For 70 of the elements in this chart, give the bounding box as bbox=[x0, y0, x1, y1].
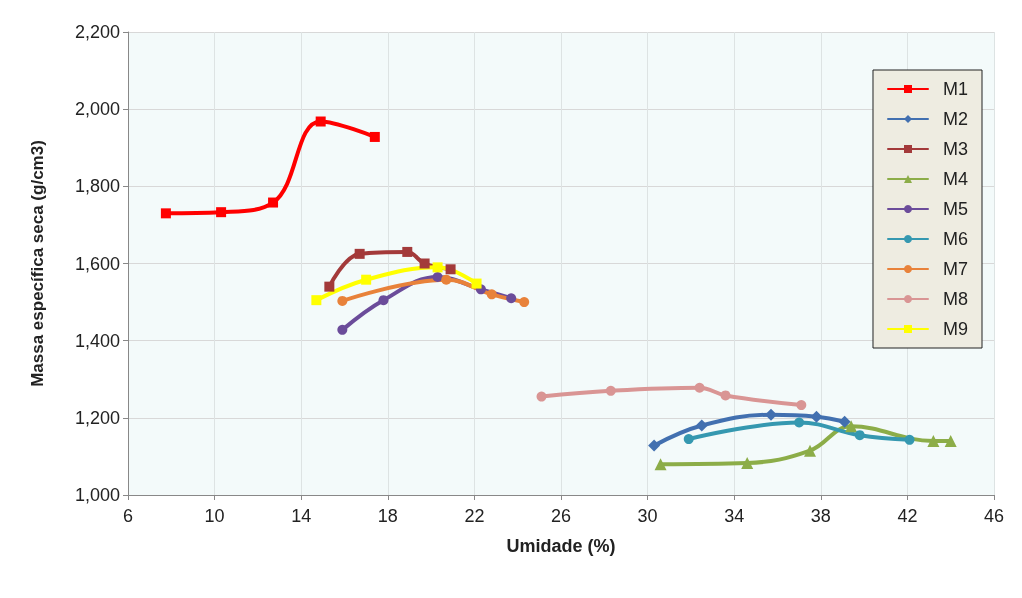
legend-label: M2 bbox=[943, 109, 969, 129]
legend-label: M6 bbox=[943, 229, 969, 249]
point bbox=[402, 246, 413, 257]
point bbox=[845, 420, 858, 433]
point bbox=[838, 415, 851, 428]
y-tick-label: 1,800 bbox=[74, 176, 120, 197]
point bbox=[796, 400, 807, 411]
x-tick-label: 46 bbox=[983, 506, 1005, 526]
point bbox=[803, 444, 816, 457]
point bbox=[160, 208, 171, 219]
point bbox=[648, 439, 661, 452]
x-tick-label: 38 bbox=[810, 506, 831, 526]
point bbox=[794, 417, 805, 428]
point bbox=[324, 281, 335, 292]
point bbox=[519, 297, 530, 308]
point bbox=[536, 391, 547, 402]
point bbox=[654, 458, 667, 471]
x-tick-label: 22 bbox=[464, 506, 485, 526]
y-tick-label: 2,000 bbox=[74, 99, 120, 120]
x-tick-label: 34 bbox=[724, 506, 745, 526]
point bbox=[944, 434, 957, 447]
legend-label: M8 bbox=[943, 289, 969, 309]
point bbox=[810, 410, 823, 423]
point bbox=[445, 264, 456, 275]
point bbox=[419, 258, 430, 269]
point bbox=[432, 262, 443, 273]
y-tick-label: 2,200 bbox=[74, 22, 120, 42]
point bbox=[694, 382, 705, 393]
y-tick-label: 1,200 bbox=[74, 407, 120, 428]
point bbox=[904, 434, 915, 445]
point bbox=[471, 278, 482, 289]
point bbox=[486, 289, 497, 300]
x-tick-label: 26 bbox=[550, 506, 572, 526]
point bbox=[315, 116, 326, 127]
x-tick-label: 14 bbox=[291, 506, 312, 526]
y-tick-label: 1,000 bbox=[74, 485, 120, 505]
point bbox=[927, 434, 940, 447]
point bbox=[506, 293, 517, 304]
legend-label: M4 bbox=[943, 169, 969, 189]
x-tick-label: 6 bbox=[122, 506, 134, 526]
point bbox=[720, 390, 731, 401]
legend-label: M9 bbox=[943, 319, 969, 339]
legend-label: M3 bbox=[943, 139, 969, 159]
x-tick-label: 30 bbox=[637, 506, 658, 526]
legend-label: M1 bbox=[943, 79, 969, 99]
point bbox=[268, 197, 279, 208]
legend-label: M7 bbox=[943, 259, 969, 279]
y-tick-label: 1,400 bbox=[74, 330, 120, 351]
point bbox=[369, 131, 380, 142]
x-tick-label: 10 bbox=[204, 506, 225, 526]
x-tick-label: 18 bbox=[377, 506, 398, 526]
x-tick-label: 42 bbox=[897, 506, 918, 526]
point bbox=[361, 274, 372, 285]
point bbox=[441, 274, 452, 285]
point bbox=[337, 295, 348, 306]
legend-label: M5 bbox=[943, 199, 969, 219]
point bbox=[432, 272, 443, 282]
y-tick-label: 1,600 bbox=[74, 253, 120, 274]
point bbox=[354, 248, 365, 259]
x-axis-title: Umidade (%) bbox=[506, 536, 616, 556]
point bbox=[337, 324, 348, 335]
point bbox=[216, 207, 227, 218]
point bbox=[695, 419, 708, 432]
point bbox=[605, 385, 616, 396]
point bbox=[741, 456, 754, 469]
y-axis-title: Massa específica seca (g/cm3) bbox=[28, 140, 47, 387]
point bbox=[683, 434, 694, 445]
point bbox=[311, 295, 322, 306]
point bbox=[854, 430, 865, 441]
point bbox=[378, 295, 389, 306]
